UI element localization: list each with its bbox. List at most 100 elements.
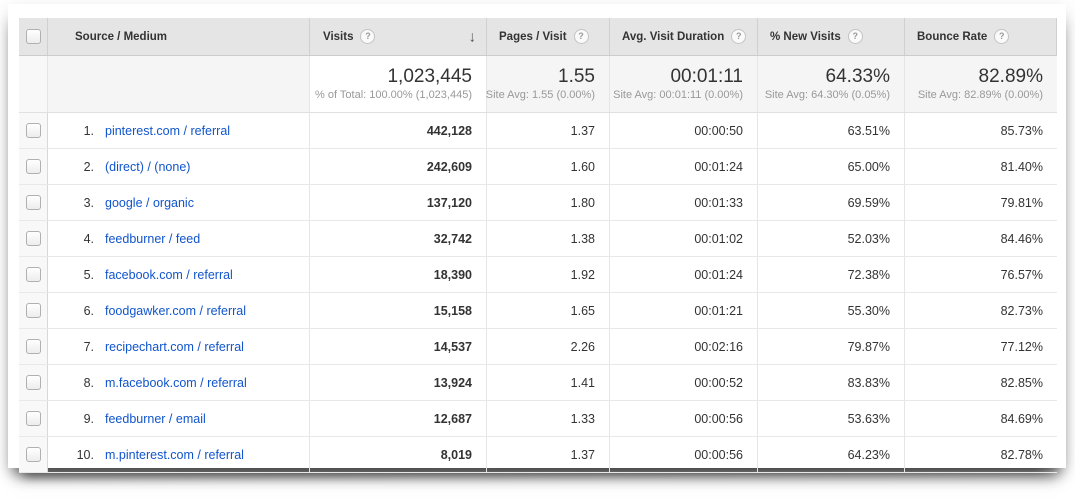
help-icon[interactable]: ? bbox=[360, 29, 376, 44]
row-checkbox[interactable] bbox=[25, 303, 41, 318]
row-rank: 8. bbox=[83, 375, 94, 390]
avg-duration-total: 00:01:11 bbox=[670, 66, 743, 87]
new-visits-subtext: Site Avg: 64.30% (0.05%) bbox=[764, 89, 890, 101]
help-icon[interactable]: ? bbox=[731, 29, 747, 44]
new-visits-value: 83.83% bbox=[758, 365, 905, 400]
new-visits-value: 55.30% bbox=[758, 293, 905, 328]
source-medium-link[interactable]: google / organic bbox=[105, 195, 194, 210]
summary-checkbox-cell bbox=[19, 56, 48, 112]
row-checkbox-cell bbox=[19, 257, 48, 292]
visits-value: 12,687 bbox=[310, 401, 487, 436]
row-checkbox[interactable] bbox=[25, 339, 41, 354]
help-icon[interactable]: ? bbox=[847, 29, 863, 44]
pages-per-visit-value: 2.26 bbox=[487, 329, 610, 364]
pages-per-visit-value: 1.80 bbox=[487, 185, 610, 220]
visits-value: 18,390 bbox=[310, 257, 487, 292]
column-header-label: Source / Medium bbox=[75, 30, 168, 43]
source-medium-link[interactable]: facebook.com / referral bbox=[105, 267, 233, 282]
source-cell: 5. facebook.com / referral bbox=[48, 257, 310, 292]
visits-value: 13,924 bbox=[310, 365, 487, 400]
bounce-rate-value: 82.85% bbox=[1000, 375, 1043, 390]
row-checkbox[interactable] bbox=[25, 411, 41, 426]
pages-per-visit-value: 1.92 bbox=[487, 257, 610, 292]
column-header-avg-visit-duration[interactable]: Avg. Visit Duration ? bbox=[610, 18, 758, 55]
source-cell: 7. recipechart.com / referral bbox=[48, 329, 310, 364]
source-medium-link[interactable]: m.pinterest.com / referral bbox=[105, 447, 244, 462]
row-checkbox[interactable] bbox=[25, 267, 41, 282]
row-checkbox[interactable] bbox=[25, 375, 41, 390]
avg-duration-value: 00:01:33 bbox=[610, 185, 758, 220]
source-cell: 10. m.pinterest.com / referral bbox=[48, 437, 310, 472]
new-visits-value: 65.00% bbox=[758, 149, 905, 184]
row-rank: 2. bbox=[83, 159, 94, 174]
bounce-rate-value: 82.73% bbox=[1000, 303, 1043, 318]
pages-per-visit-value: 1.37 bbox=[487, 437, 610, 472]
avg-duration-value: 00:00:56 bbox=[610, 437, 758, 472]
pages-per-visit-total: 1.55 bbox=[558, 66, 595, 87]
bounce-rate-value: 84.69% bbox=[1000, 411, 1043, 426]
source-medium-link[interactable]: feedburner / email bbox=[105, 411, 206, 426]
summary-visits-cell: 1,023,445 % of Total: 100.00% (1,023,445… bbox=[310, 56, 487, 112]
row-checkbox[interactable] bbox=[25, 159, 41, 174]
source-medium-link[interactable]: pinterest.com / referral bbox=[105, 123, 231, 138]
column-header-new-visits[interactable]: % New Visits ? bbox=[758, 18, 905, 55]
table-row: 1. pinterest.com / referral 442,128 1.37… bbox=[19, 113, 1057, 149]
pages-per-visit-value: 1.37 bbox=[487, 113, 610, 148]
avg-duration-subtext: Site Avg: 00:01:11 (0.00%) bbox=[613, 89, 743, 101]
row-checkbox[interactable] bbox=[25, 447, 41, 462]
avg-duration-value: 00:02:16 bbox=[610, 329, 758, 364]
bounce-rate-value: 85.73% bbox=[1000, 123, 1043, 138]
bounce-rate-total: 82.89% bbox=[978, 66, 1043, 87]
source-cell: 2. (direct) / (none) bbox=[48, 149, 310, 184]
avg-duration-value: 00:01:21 bbox=[610, 293, 758, 328]
analytics-report-panel: Source / Medium Visits ? ↓ Pages / Visit… bbox=[8, 4, 1066, 473]
column-header-pages-per-visit[interactable]: Pages / Visit ? bbox=[487, 18, 610, 55]
visits-value: 32,742 bbox=[310, 221, 487, 256]
pages-per-visit-value: 1.38 bbox=[487, 221, 610, 256]
source-medium-link[interactable]: feedburner / feed bbox=[105, 231, 201, 246]
source-cell: 9. feedburner / email bbox=[48, 401, 310, 436]
select-all-cell bbox=[19, 18, 48, 55]
source-medium-link[interactable]: recipechart.com / referral bbox=[105, 339, 244, 354]
help-icon[interactable]: ? bbox=[573, 29, 589, 44]
visits-value: 8,019 bbox=[310, 437, 487, 472]
row-checkbox-cell bbox=[19, 329, 48, 364]
bounce-rate-value: 79.81% bbox=[1000, 195, 1043, 210]
table-row: 8. m.facebook.com / referral 13,924 1.41… bbox=[19, 365, 1057, 401]
bounce-rate-subtext: Site Avg: 82.89% (0.00%) bbox=[917, 89, 1043, 101]
visits-total: 1,023,445 bbox=[387, 66, 472, 87]
row-checkbox[interactable] bbox=[25, 123, 41, 138]
help-icon[interactable]: ? bbox=[994, 29, 1010, 44]
source-medium-link[interactable]: foodgawker.com / referral bbox=[105, 303, 247, 318]
bounce-rate-value: 77.12% bbox=[1000, 339, 1043, 354]
select-all-checkbox[interactable] bbox=[25, 29, 41, 44]
new-visits-value: 52.03% bbox=[758, 221, 905, 256]
row-rank: 6. bbox=[83, 303, 94, 318]
row-checkbox-cell bbox=[19, 149, 48, 184]
summary-new-visits-cell: 64.33% Site Avg: 64.30% (0.05%) bbox=[758, 56, 905, 112]
avg-duration-value: 00:00:52 bbox=[610, 365, 758, 400]
source-cell: 3. google / organic bbox=[48, 185, 310, 220]
pages-per-visit-value: 1.65 bbox=[487, 293, 610, 328]
column-header-source-medium[interactable]: Source / Medium bbox=[48, 18, 310, 55]
row-checkbox-cell bbox=[19, 365, 48, 400]
source-medium-link[interactable]: (direct) / (none) bbox=[105, 159, 191, 174]
visits-value: 137,120 bbox=[310, 185, 487, 220]
row-checkbox-cell bbox=[19, 293, 48, 328]
column-header-label: Avg. Visit Duration bbox=[622, 30, 725, 43]
visits-value: 242,609 bbox=[310, 149, 487, 184]
table-row: 4. feedburner / feed 32,742 1.38 00:01:0… bbox=[19, 221, 1057, 257]
row-checkbox[interactable] bbox=[25, 231, 41, 246]
column-header-bounce-rate[interactable]: Bounce Rate ? bbox=[905, 18, 1057, 55]
pages-per-visit-subtext: Site Avg: 1.55 (0.00%) bbox=[485, 89, 595, 101]
column-header-visits[interactable]: Visits ? ↓ bbox=[310, 18, 487, 55]
new-visits-value: 53.63% bbox=[758, 401, 905, 436]
source-medium-link[interactable]: m.facebook.com / referral bbox=[105, 375, 247, 390]
sort-descending-icon[interactable]: ↓ bbox=[468, 28, 477, 45]
row-checkbox-cell bbox=[19, 221, 48, 256]
pages-per-visit-value: 1.41 bbox=[487, 365, 610, 400]
table-header-row: Source / Medium Visits ? ↓ Pages / Visit… bbox=[19, 18, 1057, 56]
row-checkbox[interactable] bbox=[25, 195, 41, 210]
avg-duration-value: 00:00:56 bbox=[610, 401, 758, 436]
visits-total-subtext: % of Total: 100.00% (1,023,445) bbox=[315, 89, 472, 101]
